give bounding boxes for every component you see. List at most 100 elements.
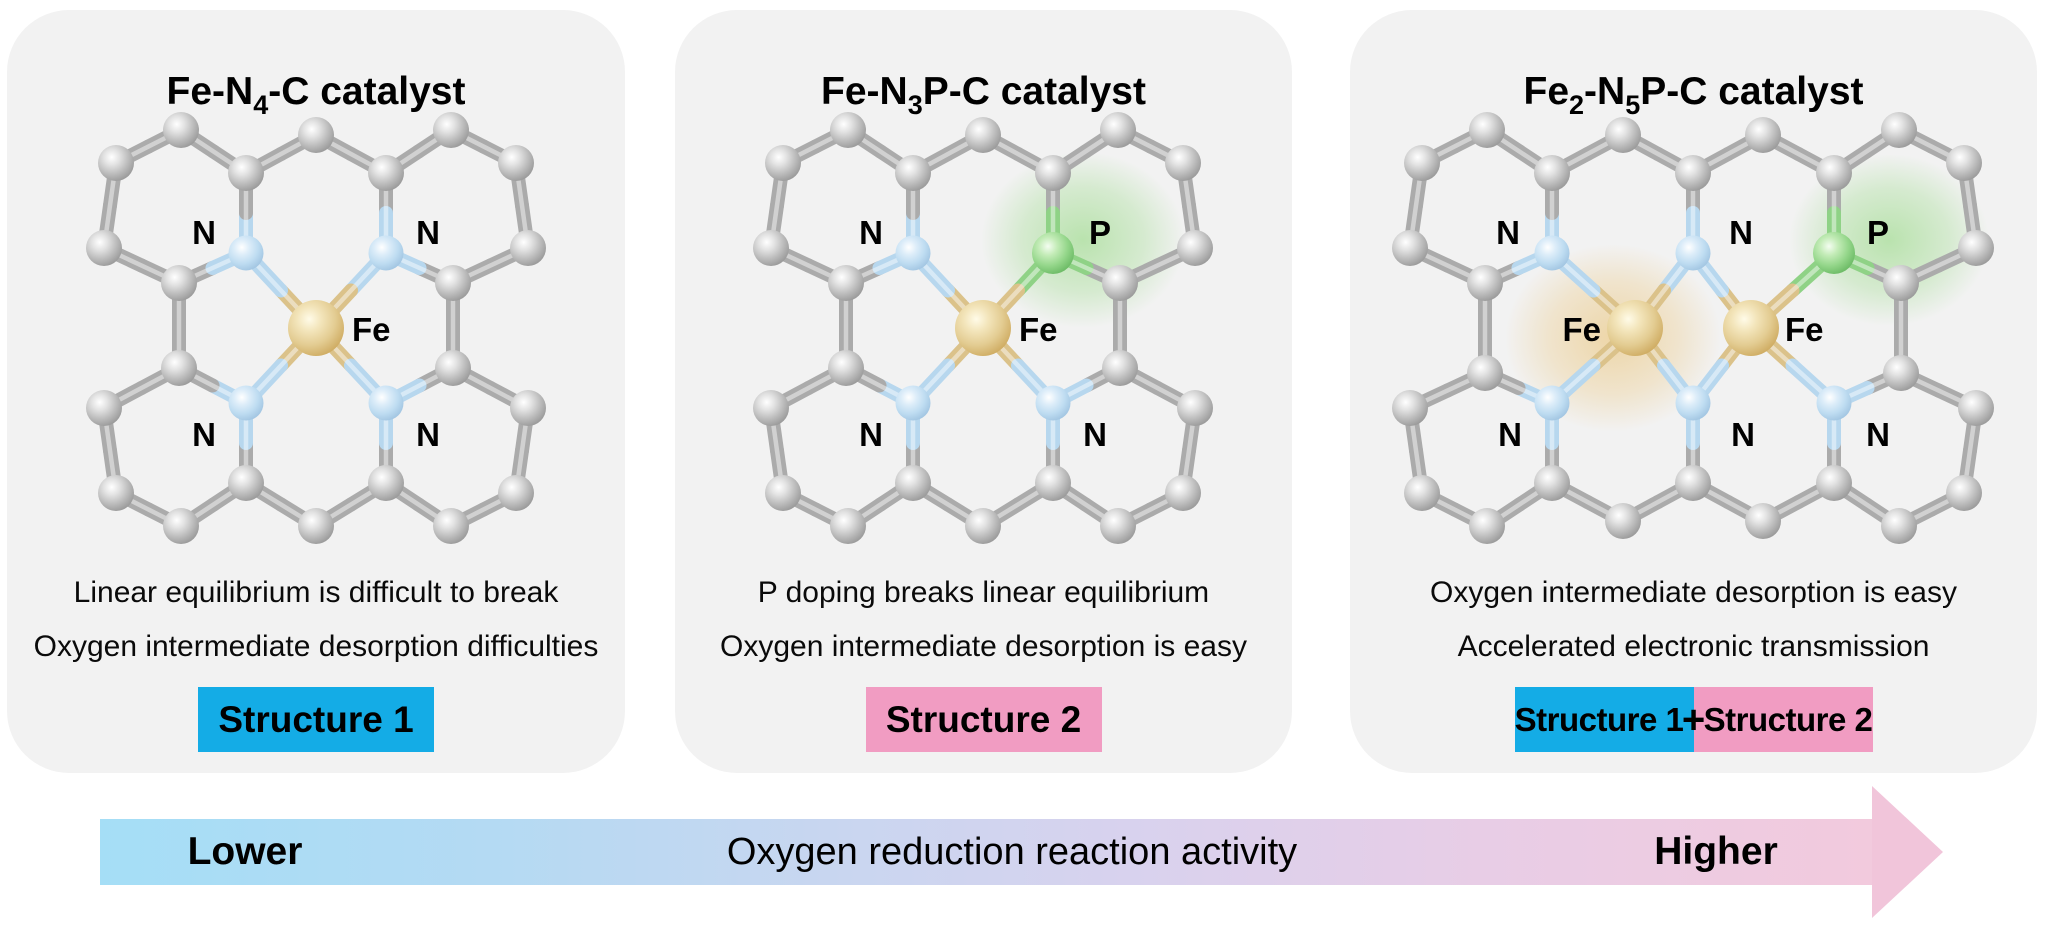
atom-C [1392, 230, 1428, 266]
atom-C [1102, 265, 1138, 301]
badge-row: Structure 1 [198, 687, 434, 752]
arrow-label-lower: Lower [187, 830, 303, 873]
atom-C [228, 465, 264, 501]
atom-C [1958, 390, 1994, 426]
description-line-2: Accelerated electronic transmission [1457, 630, 1930, 663]
atom-C [435, 265, 471, 301]
atom-C [228, 155, 264, 191]
description-line-1: P doping breaks linear equilibrium [757, 576, 1210, 609]
description-line-2: Oxygen intermediate desorption is easy [720, 630, 1247, 663]
atom-C [1467, 355, 1503, 391]
panel-fe2-n5p-c: Fe2-N5P-C catalyst N N P N N N Fe Fe Oxygen int… [1350, 10, 2037, 773]
atom-C [1745, 503, 1781, 539]
atom-C [510, 230, 546, 266]
atom-C [1100, 112, 1136, 148]
atom-N [1534, 235, 1570, 271]
badge-row: Structure 2 [865, 687, 1102, 752]
atom-label-N: N [1498, 416, 1522, 453]
atom-C [510, 390, 546, 426]
molecule-fe-n3p-c: N P N N Fe [753, 112, 1213, 544]
atom-label-N: N [416, 416, 440, 453]
title-subscript: 5 [1625, 90, 1641, 121]
atom-C [498, 145, 534, 181]
atom-C [433, 508, 469, 544]
atom-C [368, 155, 404, 191]
description-line-1: Linear equilibrium is difficult to break [73, 576, 559, 609]
title-text: P-C catalyst [922, 70, 1146, 114]
atom-C [1404, 475, 1440, 511]
atom-Fe [1723, 300, 1779, 356]
panel-fe-n3p-c: Fe-N3P-C catalyst N P N N Fe P doping breaks… [675, 10, 1292, 773]
badge-row: Structure 1 Structure 2 + [1514, 687, 1873, 752]
molecule-fe-n4-c: N N N N Fe [86, 112, 546, 544]
atom-C [1946, 475, 1982, 511]
structure-2-badge: Structure 2 [1693, 687, 1873, 752]
title-text: Fe [1523, 70, 1570, 114]
atom-N [1675, 385, 1711, 421]
atom-C [830, 508, 866, 544]
atom-C [965, 117, 1001, 153]
panel-title-fe-n4-c: Fe-N4-C catalyst [7, 72, 625, 121]
structure-1-badge: Structure 1 [1514, 687, 1694, 752]
atom-label-N: N [1496, 214, 1520, 251]
atom-C [368, 465, 404, 501]
atom-N [1816, 385, 1852, 421]
atom-C [86, 230, 122, 266]
atom-P [1032, 232, 1074, 274]
atom-C [1404, 145, 1440, 181]
panel-fe-n4-c: Fe-N4-C catalyst N N N N Fe Linear equilibri… [7, 10, 625, 773]
atom-C [1100, 508, 1136, 544]
title-text: -N [1584, 70, 1626, 114]
atom-C [828, 350, 864, 386]
structure-1-badge: Structure 1 [198, 687, 434, 752]
activity-arrow-body [100, 819, 1873, 885]
atom-C [161, 265, 197, 301]
atom-label-N: N [416, 214, 440, 251]
atom-N [1035, 385, 1071, 421]
atom-C [753, 230, 789, 266]
arrow-label-activity: Oxygen reduction reaction activity [726, 831, 1298, 873]
atom-C [298, 508, 334, 544]
atom-label-P: P [1867, 214, 1889, 251]
atom-C [1946, 145, 1982, 181]
atom-N [228, 235, 264, 271]
atom-C [1392, 390, 1428, 426]
atom-C [98, 145, 134, 181]
title-subscript: 2 [1569, 90, 1585, 121]
atom-C [1469, 112, 1505, 148]
atom-Fe [1607, 300, 1663, 356]
atom-C [828, 265, 864, 301]
structure-2-badge: Structure 2 [865, 687, 1102, 752]
atom-C [1605, 503, 1641, 539]
atom-C [1605, 117, 1641, 153]
title-subscript: 3 [907, 90, 923, 121]
atom-C [1675, 465, 1711, 501]
atom-N [1675, 235, 1711, 271]
atom-C [163, 112, 199, 148]
atom-C [1883, 355, 1919, 391]
atom-label-N: N [1729, 214, 1753, 251]
atom-C [753, 390, 789, 426]
atom-C [1883, 265, 1919, 301]
atom-N [368, 385, 404, 421]
atom-label-Fe: Fe [1562, 311, 1601, 348]
plus-sign: + [1681, 697, 1706, 742]
atom-C [1467, 265, 1503, 301]
atom-C [1881, 508, 1917, 544]
description-line-1: Oxygen intermediate desorption is easy [1430, 576, 1957, 609]
atom-C [1881, 112, 1917, 148]
atom-C [1035, 155, 1071, 191]
atom-C [1035, 465, 1071, 501]
atom-C [1177, 230, 1213, 266]
atom-C [965, 508, 1001, 544]
atom-C [86, 390, 122, 426]
atom-label-Fe: Fe [1019, 311, 1058, 348]
atom-C [765, 475, 801, 511]
atom-Fe [288, 300, 344, 356]
arrow-label-higher: Higher [1654, 830, 1778, 873]
molecule-fe2-n5p-c: N N P N N N Fe Fe [1392, 112, 1994, 544]
atom-label-P: P [1089, 214, 1111, 251]
atom-C [1469, 508, 1505, 544]
atom-P [1813, 232, 1855, 274]
